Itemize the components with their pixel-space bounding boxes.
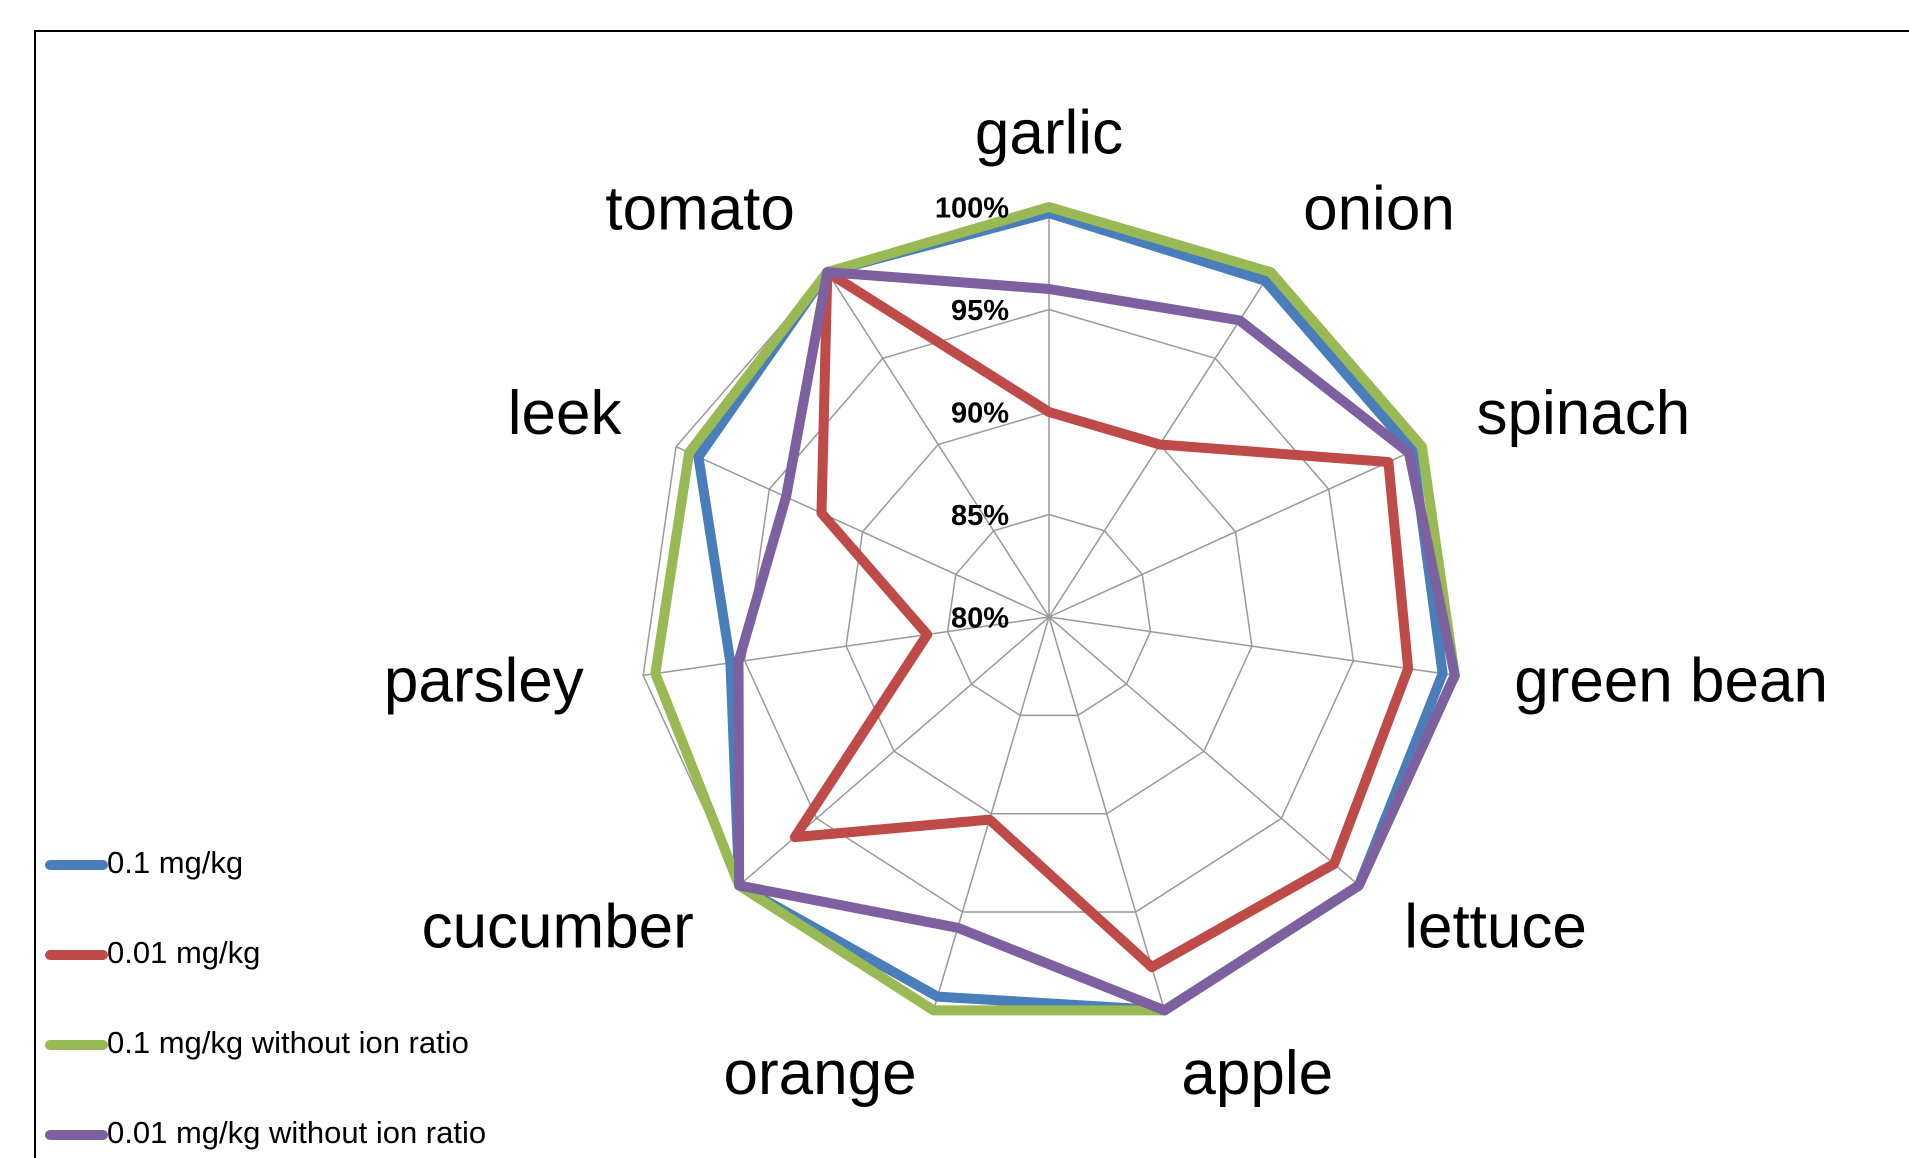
category-label: lettuce bbox=[1404, 893, 1587, 962]
y-tick-label: 100% bbox=[935, 193, 1009, 225]
series-line bbox=[650, 202, 1460, 1016]
series-line bbox=[693, 208, 1448, 1016]
category-label: apple bbox=[1181, 1039, 1333, 1108]
frame bbox=[34, 30, 1909, 1158]
category-label: spinach bbox=[1477, 379, 1691, 448]
legend-label: 0.01 mg/kg bbox=[107, 935, 260, 970]
y-tick-label: 90% bbox=[951, 398, 1009, 430]
category-label: green bean bbox=[1514, 647, 1828, 716]
grid-ring bbox=[845, 411, 1253, 815]
legend-label: 0.01 mg/kg without ion ratio bbox=[107, 1115, 486, 1150]
legend-label: 0.1 mg/kg bbox=[107, 845, 243, 880]
spoke bbox=[1048, 616, 1360, 887]
series-line bbox=[733, 267, 1460, 1016]
category-label: cucumber bbox=[422, 893, 694, 962]
category-label: garlic bbox=[975, 98, 1123, 167]
legend-label: 0.1 mg/kg without ion ratio bbox=[107, 1025, 469, 1060]
y-tick-label: 95% bbox=[951, 295, 1009, 327]
category-label: parsley bbox=[384, 647, 584, 716]
spoke bbox=[1048, 445, 1423, 618]
category-label: onion bbox=[1303, 175, 1455, 244]
spoke bbox=[932, 616, 1050, 1011]
category-label: leek bbox=[508, 379, 623, 448]
spoke bbox=[738, 616, 1050, 887]
spoke bbox=[643, 616, 1050, 677]
grid-ring bbox=[946, 513, 1152, 717]
category-label: orange bbox=[724, 1039, 917, 1108]
spoke bbox=[1048, 616, 1166, 1011]
series-line bbox=[789, 267, 1414, 973]
category-label: tomato bbox=[605, 175, 795, 244]
series-layer bbox=[650, 202, 1460, 1016]
spoke bbox=[1048, 616, 1455, 677]
spoke bbox=[675, 445, 1050, 618]
spoke bbox=[826, 271, 1050, 618]
labels-layer: 80% 85% 90% 95% 100% garlic onion spinach green … bbox=[45, 98, 1828, 1150]
y-tick-label: 85% bbox=[951, 500, 1009, 532]
y-tick-label: 80% bbox=[951, 603, 1009, 635]
